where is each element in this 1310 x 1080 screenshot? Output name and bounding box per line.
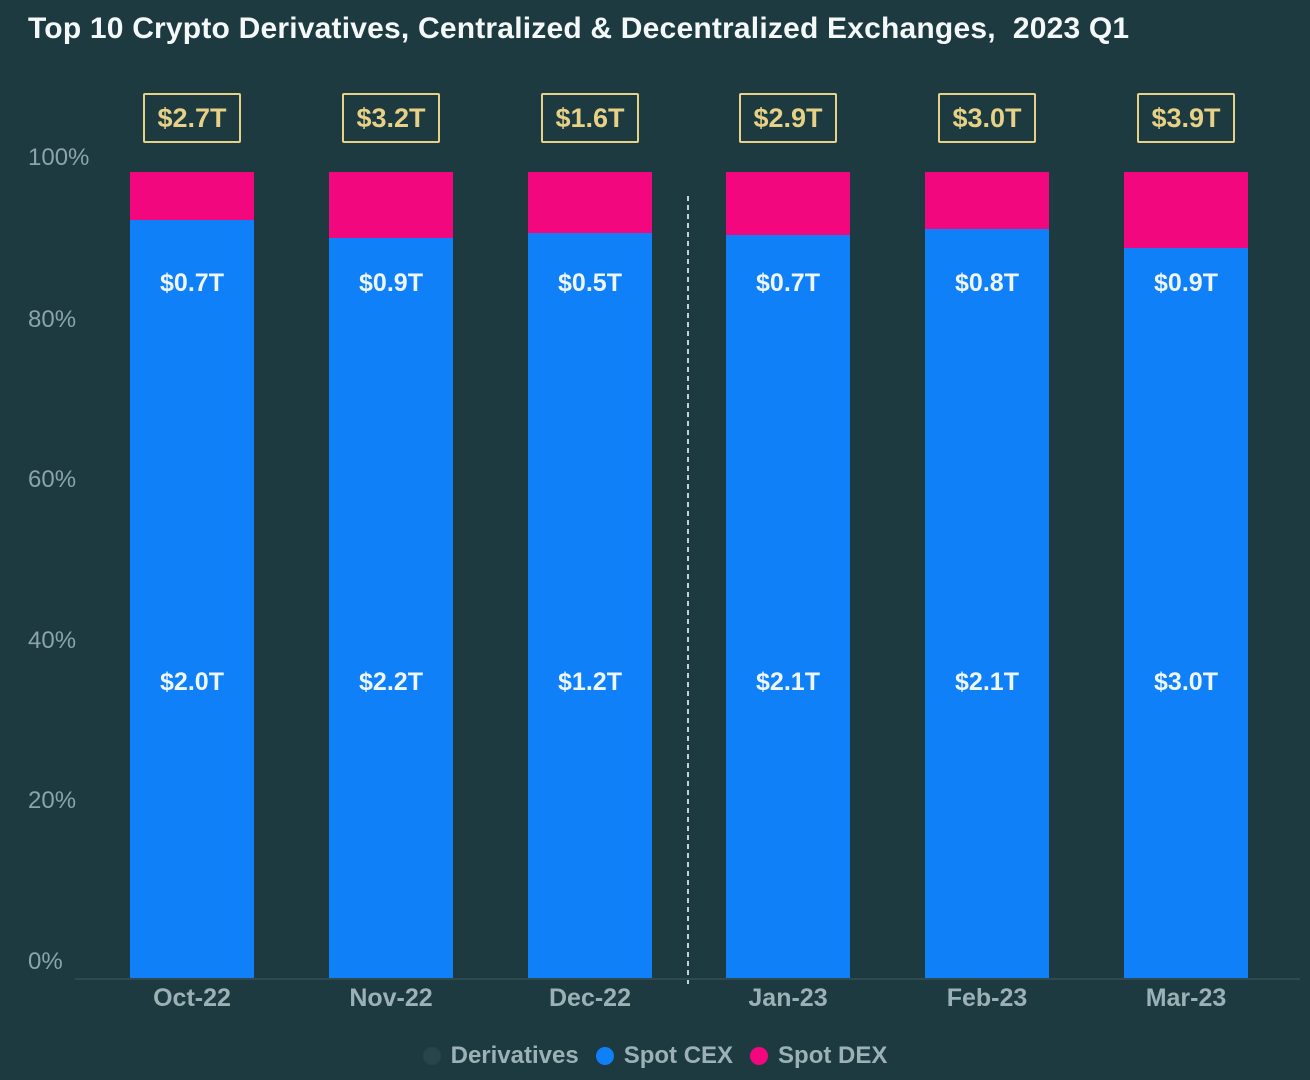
legend-label: Spot DEX xyxy=(778,1042,888,1069)
stacked-bar: $0.9T $2.2T xyxy=(329,172,453,979)
derivatives-value-box: $3.0T xyxy=(938,93,1036,143)
quarter-divider-dashed-line xyxy=(687,196,689,986)
bar-column-oct-22: $2.7T $0.7T $2.0T Oct-22 xyxy=(130,0,254,1080)
y-axis-tick-20: 20% xyxy=(28,787,77,814)
y-axis-tick-80: 80% xyxy=(28,306,77,333)
legend-item-spot-cex: Spot CEX xyxy=(595,1042,734,1070)
stacked-bar: $0.7T $2.1T xyxy=(726,172,850,979)
y-axis-tick-100: 100% xyxy=(28,144,90,171)
spot-cex-legend-dot-icon xyxy=(595,1047,614,1065)
derivatives-value-box: $3.2T xyxy=(342,93,440,143)
spot-cex-value-label: $2.1T xyxy=(955,668,1019,696)
bar-column-jan-23: $2.9T $0.7T $2.1T Jan-23 xyxy=(726,0,850,1080)
spot-dex-value-label: $0.5T xyxy=(558,269,622,297)
derivatives-value: $3.0T xyxy=(952,102,1022,133)
bar-column-dec-22: $1.6T $0.5T $1.2T Dec-22 xyxy=(528,0,652,1080)
spot-dex-value-label: $0.8T xyxy=(955,269,1019,297)
y-axis-tick-60: 60% xyxy=(28,466,77,493)
stacked-bar: $0.7T $2.0T xyxy=(130,172,254,979)
derivatives-value: $2.7T xyxy=(157,102,227,133)
derivatives-value: $1.6T xyxy=(555,102,625,133)
bar-column-nov-22: $3.2T $0.9T $2.2T Nov-22 xyxy=(329,0,453,1080)
spot-cex-value-label: $3.0T xyxy=(1154,668,1218,696)
spot-cex-value-label: $2.1T xyxy=(756,668,820,696)
x-axis-label: Mar-23 xyxy=(1145,984,1227,1012)
spot-dex-segment xyxy=(1124,172,1248,248)
spot-dex-segment xyxy=(130,172,254,220)
derivatives-value-box: $2.9T xyxy=(739,93,837,143)
spot-dex-legend-dot-icon xyxy=(750,1047,769,1065)
x-axis-line xyxy=(75,978,1300,980)
spot-cex-value-label: $1.2T xyxy=(558,668,622,696)
spot-dex-segment xyxy=(726,172,850,235)
legend: Derivatives Spot CEX Spot DEX xyxy=(0,1041,1310,1071)
spot-cex-value-label: $2.2T xyxy=(359,668,423,696)
chart-title: Top 10 Crypto Derivatives, Centralized &… xyxy=(28,12,1130,45)
legend-item-derivatives: Derivatives xyxy=(422,1042,579,1070)
stacked-bar: $0.8T $2.1T xyxy=(925,172,1049,979)
derivatives-value: $3.2T xyxy=(356,102,426,133)
spot-dex-value-label: $0.9T xyxy=(359,269,423,297)
derivatives-legend-dot-icon xyxy=(422,1047,441,1065)
spot-dex-segment xyxy=(925,172,1049,229)
x-axis-label: Dec-22 xyxy=(549,984,631,1012)
bar-column-feb-23: $3.0T $0.8T $2.1T Feb-23 xyxy=(925,0,1049,1080)
spot-dex-value-label: $0.7T xyxy=(756,269,820,297)
stacked-bar: $0.5T $1.2T xyxy=(528,172,652,979)
x-axis-label: Oct-22 xyxy=(153,984,231,1012)
legend-label: Derivatives xyxy=(450,1042,579,1069)
spot-dex-segment xyxy=(528,172,652,233)
legend-item-spot-dex: Spot DEX xyxy=(750,1042,887,1070)
derivatives-value: $2.9T xyxy=(753,102,823,133)
y-axis-tick-0: 0% xyxy=(28,948,63,975)
spot-dex-segment xyxy=(329,172,453,238)
y-axis-tick-40: 40% xyxy=(28,627,77,654)
x-axis-label: Jan-23 xyxy=(748,984,828,1012)
legend-label: Spot CEX xyxy=(623,1042,734,1069)
derivatives-value-box: $1.6T xyxy=(541,93,639,143)
stacked-bar: $0.9T $3.0T xyxy=(1124,172,1248,979)
x-axis-label: Nov-22 xyxy=(349,984,433,1012)
spot-cex-value-label: $2.0T xyxy=(160,668,224,696)
derivatives-value-box: $3.9T xyxy=(1137,93,1235,143)
x-axis-label: Feb-23 xyxy=(946,984,1028,1012)
derivatives-value: $3.9T xyxy=(1151,102,1221,133)
spot-dex-value-label: $0.7T xyxy=(160,269,224,297)
derivatives-value-box: $2.7T xyxy=(143,93,241,143)
spot-dex-value-label: $0.9T xyxy=(1154,269,1218,297)
bar-column-mar-23: $3.9T $0.9T $3.0T Mar-23 xyxy=(1124,0,1248,1080)
